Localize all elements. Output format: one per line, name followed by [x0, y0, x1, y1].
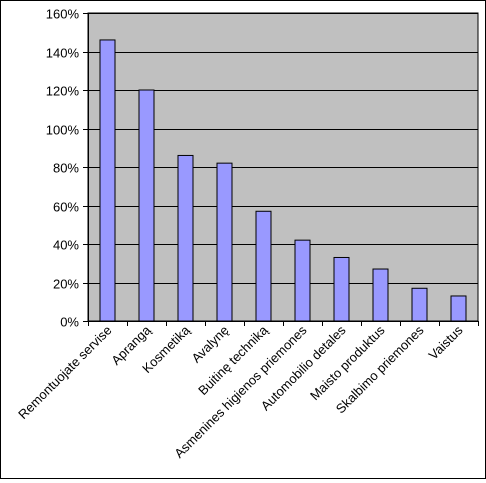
- bar: [216, 162, 233, 322]
- y-tick-label: 40%: [53, 238, 79, 253]
- x-tick-label: Remontuojate servise: [15, 323, 115, 423]
- bar: [333, 256, 350, 322]
- bar: [411, 287, 428, 322]
- y-tick-label: 60%: [53, 200, 79, 215]
- y-tick-label: 20%: [53, 277, 79, 292]
- y-tick-label: 100%: [46, 123, 80, 138]
- bar: [255, 210, 272, 322]
- x-tick-label: Vaistus: [426, 322, 466, 362]
- y-tick-label: 160%: [46, 7, 80, 22]
- bar: [294, 239, 311, 322]
- y-tick-label: 120%: [46, 84, 80, 99]
- axes: [83, 13, 479, 326]
- bar: [450, 295, 467, 322]
- bar: [177, 154, 194, 322]
- x-tick-label: Buitinę techniką: [195, 322, 271, 398]
- bar: [99, 39, 116, 322]
- y-tick-label: 80%: [53, 161, 79, 176]
- y-tick-label: 0%: [60, 315, 79, 330]
- bars: [99, 39, 467, 322]
- bar: [372, 268, 389, 322]
- y-tick-label: 140%: [46, 46, 80, 61]
- bar: [138, 89, 155, 322]
